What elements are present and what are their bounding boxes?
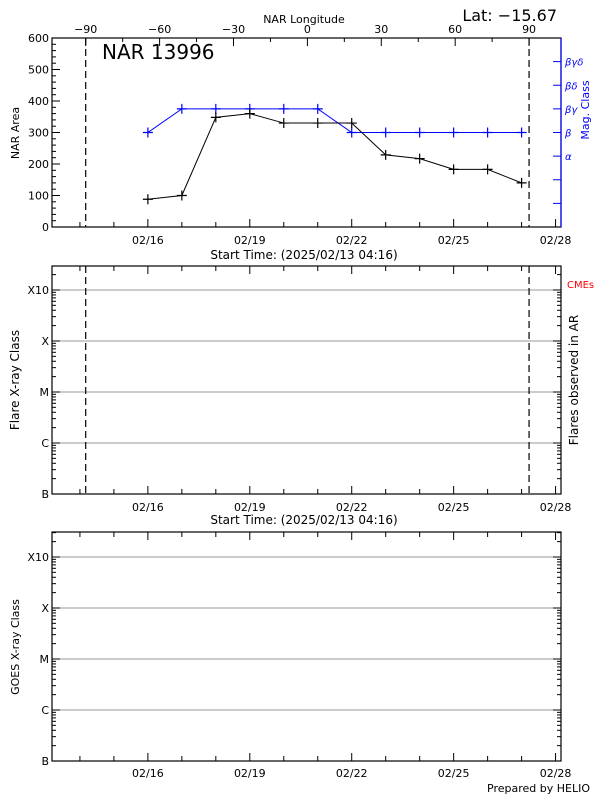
mag-tick-label: α [565, 152, 572, 163]
mag-tick-label: βδ [564, 81, 578, 92]
mag-class-point [210, 103, 221, 114]
x-tick-label: 02/22 [336, 767, 368, 780]
area-line [147, 113, 522, 200]
mag-class-axis-label: Mag. Class [579, 80, 592, 139]
longitude-tick-label: 90 [522, 23, 536, 36]
area-point [210, 112, 221, 123]
longitude-tick-label: 60 [448, 23, 462, 36]
x-tick-label: 02/25 [438, 501, 470, 514]
mag-class-line [147, 108, 522, 133]
longitude-tick-label: −60 [148, 23, 171, 36]
mag-class-point [414, 127, 425, 138]
x-tick-label: 02/19 [234, 767, 266, 780]
x-tick-label: 02/28 [540, 501, 572, 514]
y-tick-label: 0 [42, 221, 49, 234]
area-point [176, 190, 187, 201]
y-tick-label: X10 [27, 284, 49, 297]
area-axis-label: NAR Area [9, 107, 22, 159]
y-tick-label: 200 [28, 158, 49, 171]
cme-legend: CMEs [567, 280, 594, 291]
x-tick-label: 02/28 [540, 767, 572, 780]
flare-class-axis-label: Flare X-ray Class [8, 330, 22, 430]
area-point [244, 108, 255, 119]
x-tick-label: 02/19 [234, 234, 266, 247]
y-tick-label: 100 [28, 190, 49, 203]
mag-class-point [380, 127, 391, 138]
x-tick-label: 02/19 [234, 501, 266, 514]
x-tick-label: 02/16 [132, 767, 164, 780]
area-point [142, 194, 153, 205]
longitude-tick-label: −90 [74, 23, 97, 36]
mag-class-point [278, 103, 289, 114]
y-tick-label: 500 [28, 64, 49, 77]
flares-observed-axis-label: Flares observed in AR [567, 315, 581, 445]
plot-frame [51, 531, 562, 762]
plot-frame [51, 265, 562, 495]
y-tick-label: M [40, 386, 50, 399]
panel1-xlabel: Start Time: (2025/02/13 04:16) [210, 248, 397, 262]
mag-tick-label: β [564, 129, 572, 140]
latitude-label: Lat: −15.67 [462, 6, 557, 25]
area-point [380, 149, 391, 160]
mag-tick-label: βγδ [564, 58, 583, 69]
mag-class-point [482, 127, 493, 138]
mag-class-point [346, 127, 357, 138]
y-tick-label: B [41, 755, 49, 768]
mag-class-point [176, 103, 187, 114]
prepared-by-credit: Prepared by HELIO [487, 782, 590, 795]
mag-class-point [142, 127, 153, 138]
area-point [482, 164, 493, 175]
area-point [312, 118, 323, 129]
mag-tick-label: βγ [564, 105, 578, 116]
longitude-tick-label: 0 [304, 23, 311, 36]
area-point [448, 164, 459, 175]
longitude-tick-label: −30 [222, 23, 245, 36]
mag-class-point [448, 127, 459, 138]
x-tick-label: 02/25 [438, 767, 470, 780]
region-title: NAR 13996 [102, 40, 215, 64]
x-tick-label: 02/25 [438, 234, 470, 247]
y-tick-label: C [41, 704, 49, 717]
mag-class-point [516, 127, 527, 138]
y-tick-label: 300 [28, 127, 49, 140]
area-point [278, 118, 289, 129]
y-tick-label: X10 [27, 551, 49, 564]
y-tick-label: B [41, 488, 49, 501]
y-tick-label: X [41, 335, 49, 348]
y-tick-label: M [40, 653, 50, 666]
x-tick-label: 02/16 [132, 501, 164, 514]
y-tick-label: 400 [28, 95, 49, 108]
y-tick-label: X [41, 602, 49, 615]
panel2-xlabel: Start Time: (2025/02/13 04:16) [210, 513, 397, 527]
x-tick-label: 02/16 [132, 234, 164, 247]
y-tick-label: 600 [28, 32, 49, 45]
y-tick-label: C [41, 437, 49, 450]
x-tick-label: 02/22 [336, 501, 368, 514]
mag-class-point [312, 103, 323, 114]
area-point [346, 118, 357, 129]
area-point [516, 177, 527, 188]
longitude-axis-title: NAR Longitude [263, 13, 345, 26]
longitude-tick-label: 30 [374, 23, 388, 36]
goes-class-axis-label: GOES X-ray Class [9, 599, 22, 695]
x-tick-label: 02/22 [336, 234, 368, 247]
area-point [414, 153, 425, 164]
x-tick-label: 02/28 [540, 234, 572, 247]
